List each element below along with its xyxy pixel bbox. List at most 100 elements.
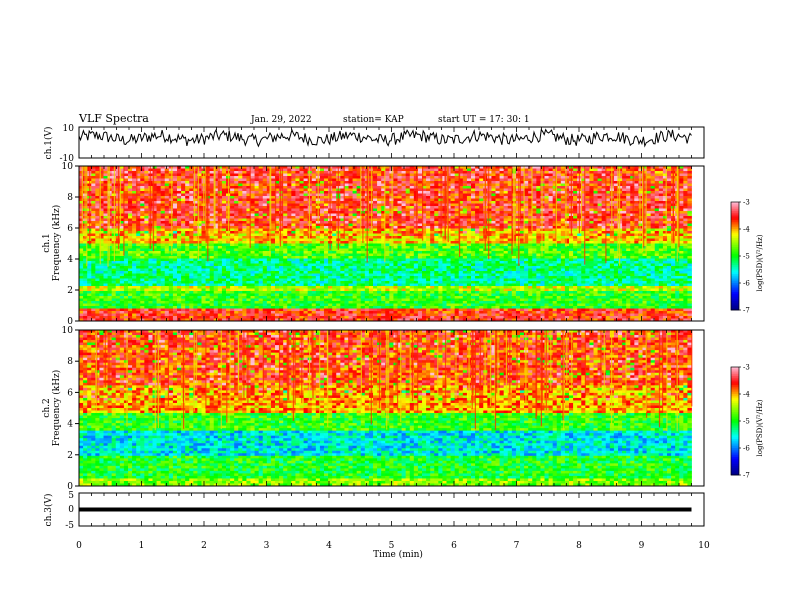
spectrogram-cell [189,171,194,174]
spectrogram-cell [128,181,133,184]
spectrogram-cell [136,221,141,224]
spectrogram-cell [356,216,362,219]
spectrogram-cell [405,206,411,209]
spectrogram-cell [683,196,688,199]
spectrogram-cell [152,218,157,222]
spectrogram-cell [291,206,296,209]
spectrogram-cell [356,231,362,234]
spectrogram-cell [144,203,149,207]
spectrogram-cell [573,238,578,242]
spectrogram-cell [552,201,558,204]
spectrogram-cell [385,166,390,169]
spectrogram-cell [172,226,178,229]
spectrogram-cell [258,201,264,204]
spectrogram-cell [103,208,108,212]
spectrogram-cell [458,246,464,249]
spectrogram-cell [250,221,255,224]
spectrogram-cell [393,176,398,179]
spectrogram-cell [503,188,509,192]
spectrogram-cell [234,183,239,187]
spectrogram-cell [340,168,345,172]
spectrogram-cell [564,171,570,174]
spectrogram-cell [687,241,692,244]
spectrogram-cell [495,231,500,234]
spectrogram-cell [605,193,611,197]
spectrogram-cell [324,238,329,242]
spectrogram-cell [172,216,178,219]
spectrogram-cell [246,233,251,237]
spectrogram-cell [266,176,272,179]
spectrogram-cell [164,178,170,182]
spectrogram-cell [515,183,521,187]
spectrogram-cell [658,231,664,234]
spectrogram-cell [193,188,198,192]
spectrogram-cell [132,188,137,192]
spectrogram-cell [540,211,545,214]
spectrogram-cell [348,176,353,179]
spectrogram-cell [140,201,145,204]
spectrogram-cell [630,218,635,222]
spectrogram-cell [495,181,500,184]
spectrogram-cell [434,236,439,239]
spectrogram-cell [667,183,672,187]
spectrogram-cell [556,246,562,249]
spectrogram-cell [618,191,623,194]
spectrogram-cell [397,171,402,174]
spectrogram-cell [291,218,296,222]
spectrogram-cell [299,171,304,174]
spectrogram-cell [528,243,533,247]
spectrogram-cell [532,228,537,232]
spectrogram-cell [287,168,292,172]
spectrogram-cell [458,196,464,199]
spectrogram-cell [454,208,460,212]
spectrogram-cell [556,171,562,174]
spectrogram-cell [99,231,104,234]
spectrogram-cell [405,183,411,187]
spectrogram-cell [618,181,623,184]
spectrogram-cell [503,223,509,227]
spectrogram-cell [622,178,627,182]
spectrogram-cell [573,178,578,182]
spectrogram-cell [618,201,623,204]
spectrogram-cell [609,238,615,242]
spectrogram-cell [630,191,635,194]
spectrogram-cell [479,168,484,172]
spectrogram-cell [381,201,386,204]
spectrogram-cell [585,178,590,182]
spectrogram-cell [238,201,243,204]
spectrogram-cell [242,188,247,192]
spectrogram-cell [544,223,549,227]
spectrogram-cell [536,218,541,222]
spectrogram-cell [585,233,590,237]
spectrogram-cell [197,213,202,217]
spectrogram-cell [152,203,157,207]
spectrogram-cell [601,176,607,179]
spectrogram-cell [123,221,129,224]
spectrogram-cell [340,201,345,204]
spectrogram-cell [409,171,415,174]
spectrogram-cell [393,181,398,184]
spectrogram-cell [409,208,415,212]
spectrogram-cell [234,198,239,202]
spectrogram-cell [585,236,590,239]
spectrogram-cell [348,183,353,187]
spectrogram-cell [270,221,276,224]
spectrogram-cell [242,223,247,227]
spectrogram-cell [156,166,162,169]
spectrogram-cell [593,243,598,247]
spectrogram-cell [679,208,684,212]
spectrogram-cell [79,233,84,237]
spectrogram-cell [650,186,656,189]
spectrogram-cell [234,168,239,172]
spectrogram-cell [650,181,656,184]
spectrogram-cell [401,183,407,187]
spectrogram-cell [266,218,272,222]
spectrogram-cell [189,173,194,177]
spectrogram-cell [630,183,635,187]
spectrogram-cell [356,186,362,189]
spectrogram-cell [193,208,198,212]
spectrogram-cell [532,216,537,219]
spectrogram-cell [136,248,141,252]
spectrogram-cell [103,173,108,177]
spectrogram-cell [646,183,652,187]
